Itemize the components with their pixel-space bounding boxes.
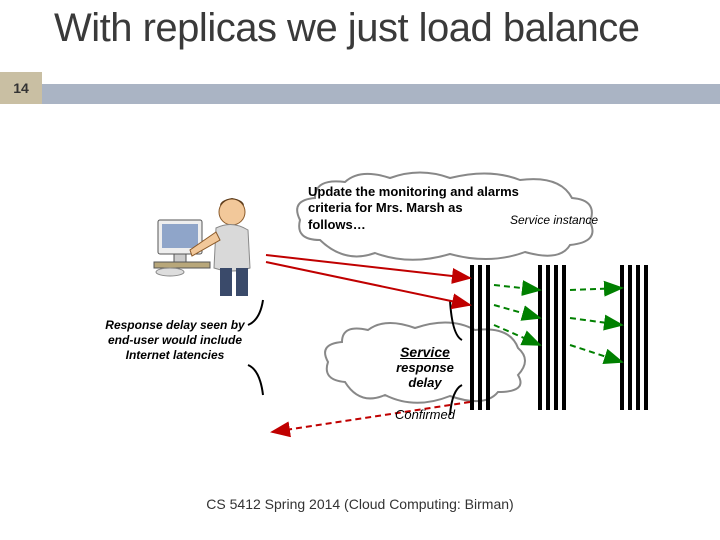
- bar: [562, 265, 566, 410]
- service-delay-box: Service response delay: [380, 344, 470, 390]
- service-delay-l3: delay: [380, 375, 470, 390]
- slide: 14 With replicas we just load balance: [0, 0, 720, 540]
- bar: [546, 265, 550, 410]
- bar: [644, 265, 648, 410]
- service-delay-l1: Service: [380, 344, 470, 360]
- diagram-area: Update the monitoring and alarms criteri…: [0, 140, 720, 480]
- service-delay-l2: response: [380, 360, 470, 375]
- bar: [478, 265, 482, 410]
- service-instance-label: Service instance: [510, 213, 598, 227]
- title-accent-bar: [42, 84, 720, 104]
- bar: [628, 265, 632, 410]
- response-delay-note: Response delay seen by end-user would in…: [105, 318, 245, 363]
- footer-text: CS 5412 Spring 2014 (Cloud Computing: Bi…: [0, 496, 720, 512]
- page-number: 14: [13, 80, 29, 96]
- update-line1: Update the monitoring and alarms criteri…: [308, 184, 519, 232]
- slide-title: With replicas we just load balance: [54, 6, 640, 50]
- bar: [554, 265, 558, 410]
- bar: [470, 265, 474, 410]
- bar: [636, 265, 640, 410]
- bar: [486, 265, 490, 410]
- user-icon: [150, 190, 270, 300]
- bar: [538, 265, 542, 410]
- page-number-box: 14: [0, 72, 42, 104]
- confirmed-label: Confirmed: [395, 407, 455, 422]
- bar: [620, 265, 624, 410]
